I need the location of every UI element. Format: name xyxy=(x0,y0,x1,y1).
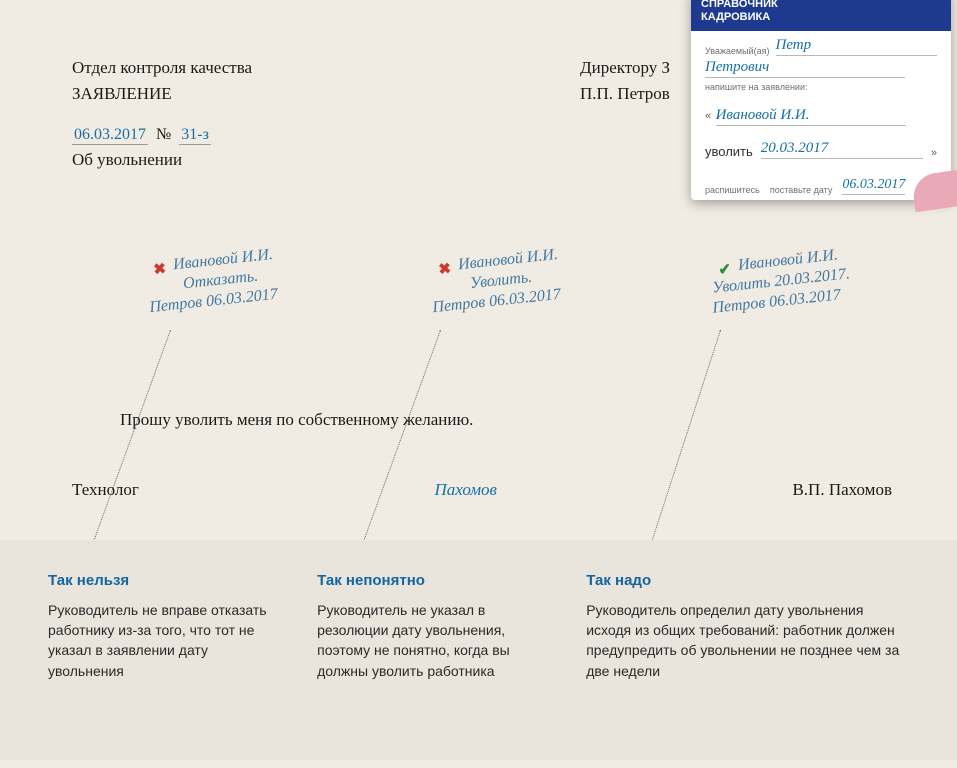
example-2: ✖ Ивановой И.И. Уволить. Петров 06.03.20… xyxy=(457,245,563,315)
dear-label: Уважаемый(ая) xyxy=(705,46,770,56)
application-title: ЗАЯВЛЕНИЕ xyxy=(72,81,252,107)
card-body: Уважаемый(ая) Петр Петрович напишите на … xyxy=(691,31,951,205)
examples-area: ✖ Ивановой И.И. Отказать. Петров 06.03.2… xyxy=(0,250,957,360)
explanation-col-3: Так надо Руководитель определил дату уво… xyxy=(586,570,909,740)
connector-line-3 xyxy=(649,330,721,549)
example-3: ✔ Ивановой И.И. Уволить 20.03.2017. Петр… xyxy=(737,244,853,315)
card-brand: СПРАВОЧНИК КАДРОВИКА xyxy=(691,0,951,31)
signature-script: Пахомов xyxy=(434,480,496,500)
dear-row: Уважаемый(ая) Петр xyxy=(705,37,937,56)
document-header: Отдел контроля качества ЗАЯВЛЕНИЕ 06.03.… xyxy=(72,55,252,170)
number-symbol: № xyxy=(156,126,171,143)
fire-label: уволить xyxy=(705,144,753,159)
signature-row: Технолог Пахомов В.П. Пахомов xyxy=(72,480,892,500)
application-body: Прошу уволить меня по собственному желан… xyxy=(120,410,473,430)
explanation-col-1: Так нельзя Руководитель не вправе отказа… xyxy=(48,570,287,740)
hint-card: СПРАВОЧНИК КАДРОВИКА Уважаемый(ая) Петр … xyxy=(691,0,951,200)
department-name: Отдел контроля качества xyxy=(72,55,252,81)
put-date: 06.03.2017 xyxy=(842,177,905,195)
date-number-line: 06.03.2017 № 31-з xyxy=(72,126,252,144)
col3-text: Руководитель определил дату увольнения и… xyxy=(586,600,909,681)
addressee-line2: П.П. Петров xyxy=(580,81,670,107)
card-to-name: Ивановой И.И. xyxy=(716,107,906,126)
col2-text: Руководитель не указал в резолюции дату … xyxy=(317,600,556,681)
about-line: Об увольнении xyxy=(72,150,252,170)
fire-date: 20.03.2017 xyxy=(761,140,923,159)
explanations-band: Так нельзя Руководитель не вправе отказа… xyxy=(0,540,957,760)
putdate-label: поставьте дату xyxy=(770,185,832,195)
sign-label: распишитесь xyxy=(705,185,760,195)
dear-name2: Петрович xyxy=(705,59,905,78)
col1-text: Руководитель не вправе отказать работник… xyxy=(48,600,287,681)
check-icon: ✔ xyxy=(718,261,732,281)
connector-line-2 xyxy=(361,330,441,546)
write-label: напишите на заявлении: xyxy=(705,82,937,92)
fire-row: уволить 20.03.2017 » xyxy=(705,140,937,159)
dear-name: Петр xyxy=(776,37,938,56)
dear-name2-row: Петрович xyxy=(705,58,937,78)
addressee-block: Директору З П.П. Петров xyxy=(580,55,670,108)
card-to-name-row: « Ивановой И.И. xyxy=(705,106,937,126)
col1-title: Так нельзя xyxy=(48,570,287,592)
connector-line-1 xyxy=(91,330,171,546)
brand-line1: СПРАВОЧНИК xyxy=(701,0,941,11)
doc-number: 31-з xyxy=(179,126,211,145)
col2-title: Так непонятно xyxy=(317,570,556,592)
col3-title: Так надо xyxy=(586,570,909,592)
role-label: Технолог xyxy=(72,480,139,500)
addressee-line1: Директору З xyxy=(580,55,670,81)
doc-date: 06.03.2017 xyxy=(72,126,148,145)
signer-fullname: В.П. Пахомов xyxy=(792,480,892,500)
cross-icon: ✖ xyxy=(438,260,452,280)
sign-row: распишитесь поставьте дату 06.03.2017 xyxy=(705,177,937,195)
explanation-col-2: Так непонятно Руководитель не указал в р… xyxy=(317,570,556,740)
brand-line2: КАДРОВИКА xyxy=(701,11,941,24)
cross-icon: ✖ xyxy=(153,260,167,280)
example-1: ✖ Ивановой И.И. Отказать. Петров 06.03.2… xyxy=(172,245,279,315)
